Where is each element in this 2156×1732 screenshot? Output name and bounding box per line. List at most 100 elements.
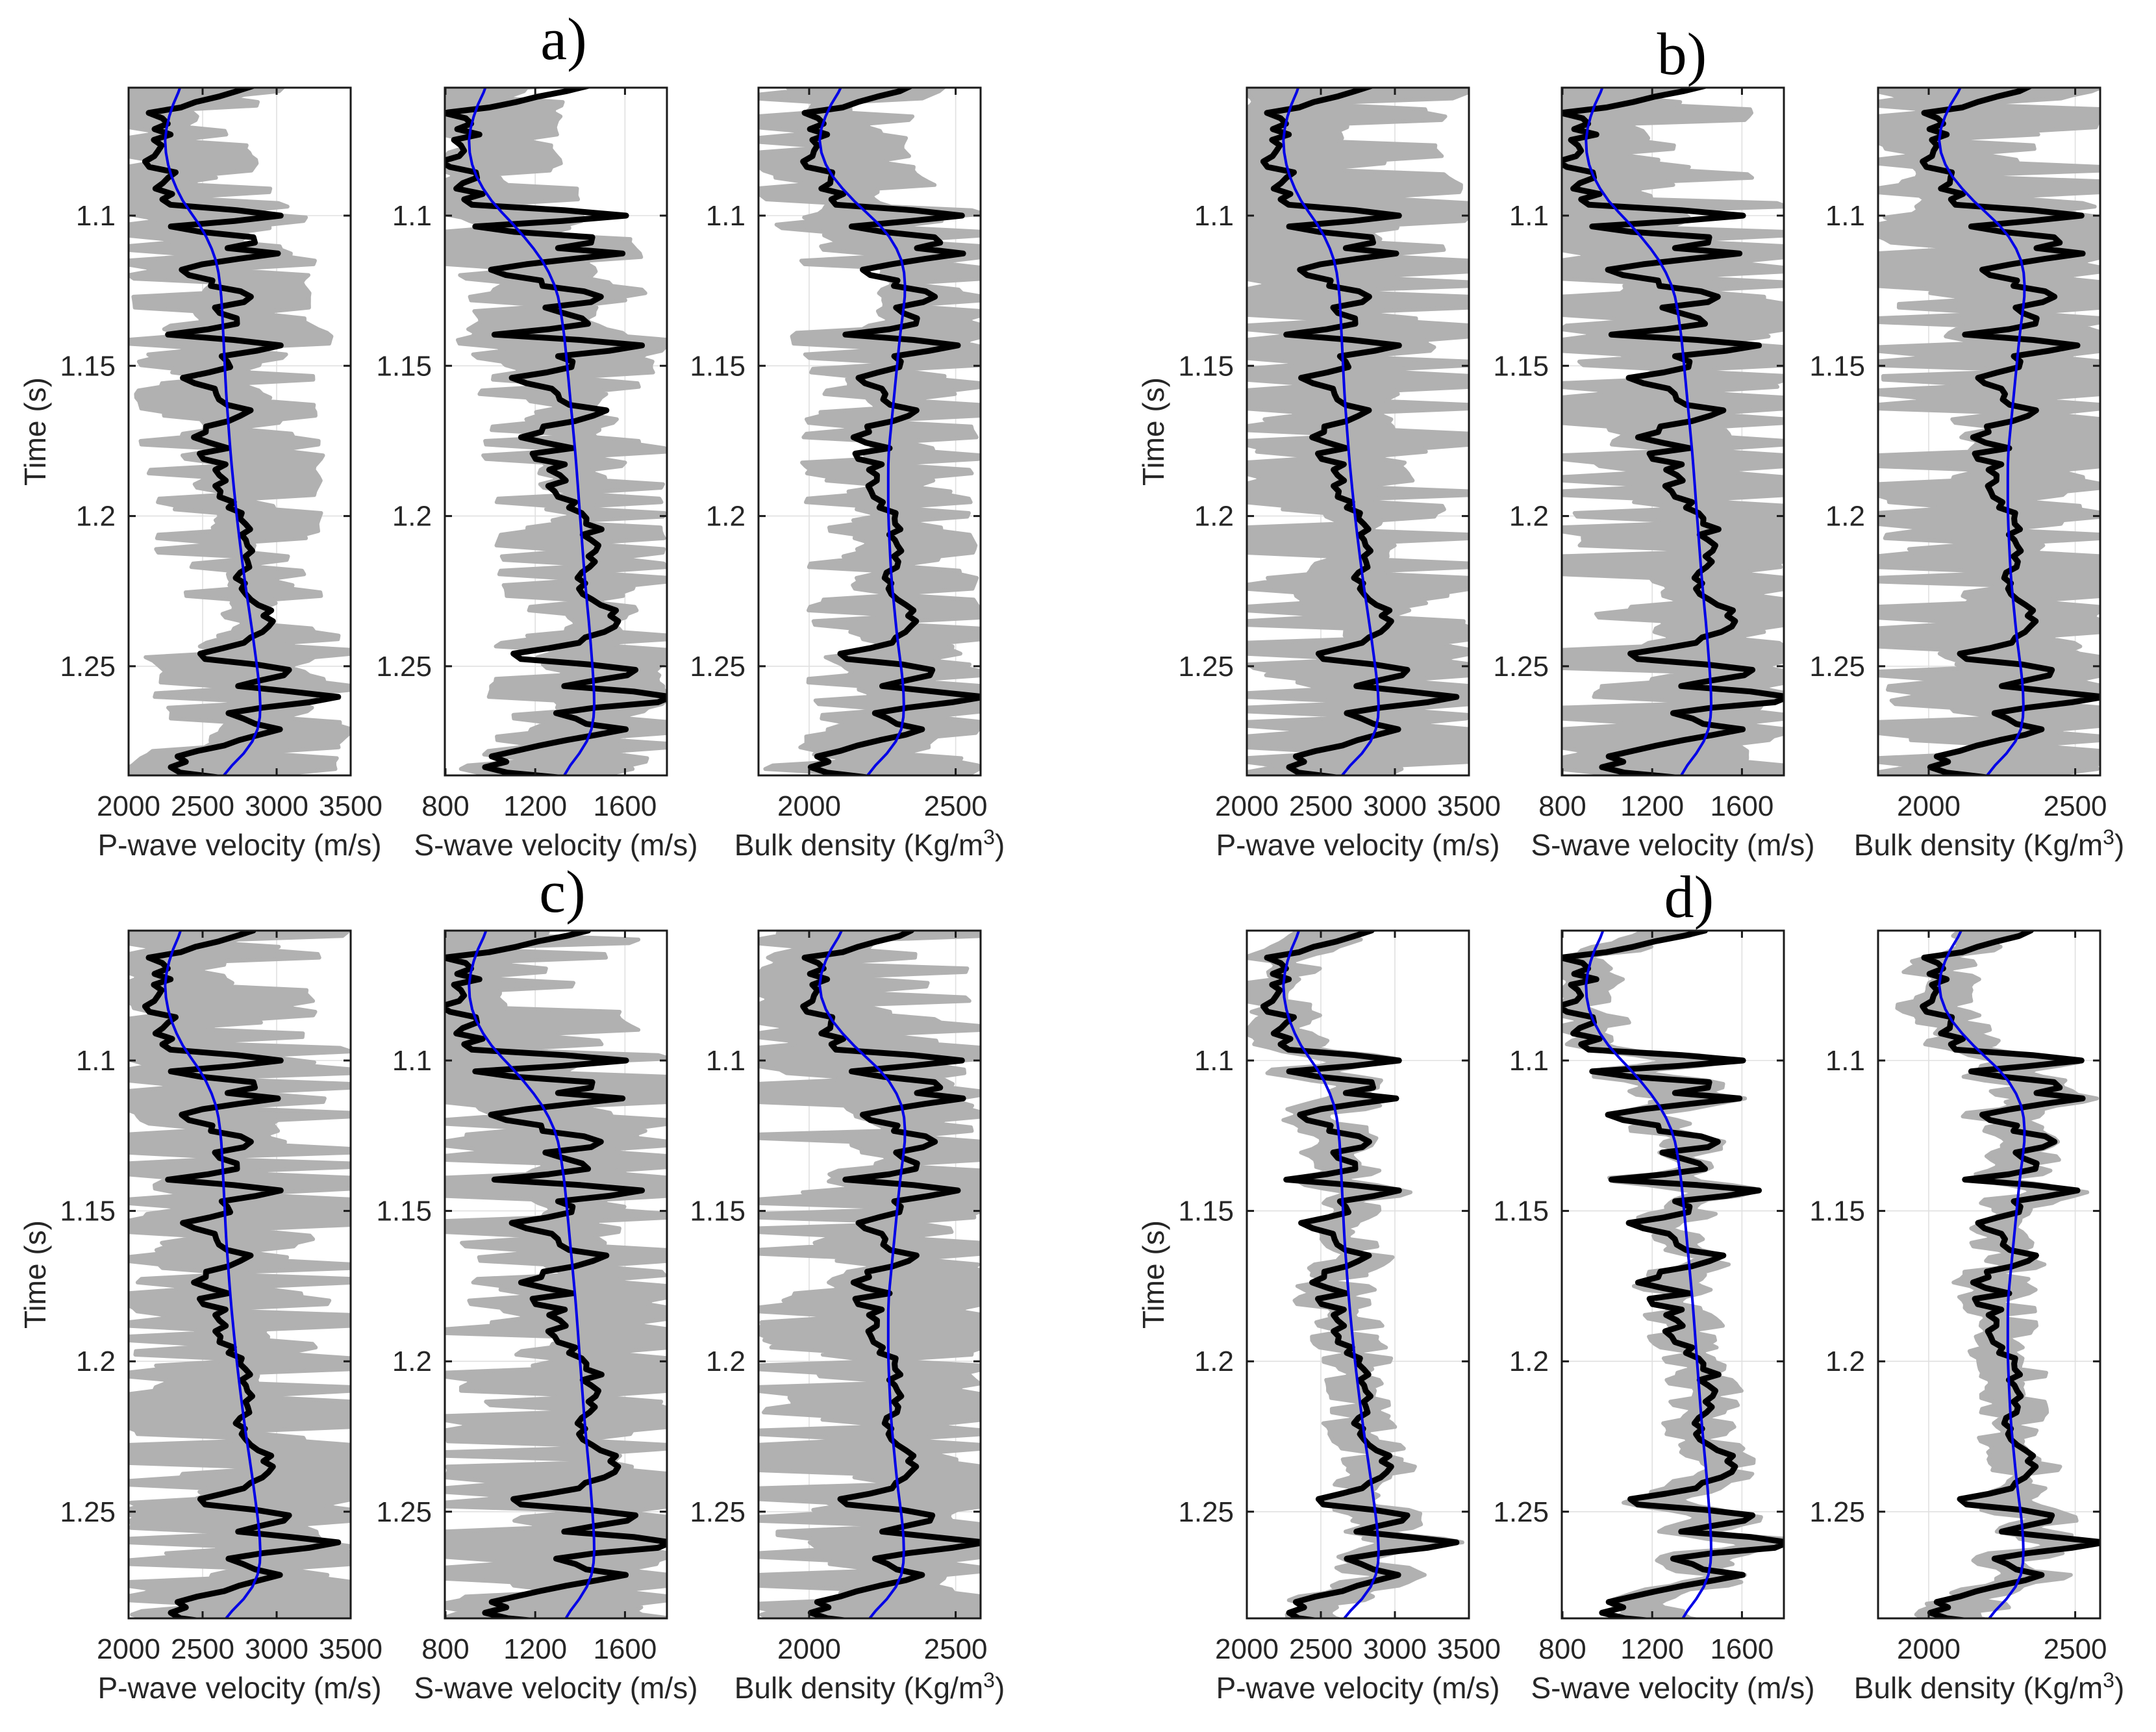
svg-text:3000: 3000	[245, 1633, 308, 1665]
svg-text:1.1: 1.1	[1825, 200, 1865, 232]
svg-text:1600: 1600	[593, 1633, 657, 1665]
svg-text:Time (s): Time (s)	[18, 377, 52, 486]
svg-text:2500: 2500	[924, 790, 988, 822]
svg-text:1.25: 1.25	[1493, 651, 1549, 683]
svg-text:P-wave velocity (m/s): P-wave velocity (m/s)	[1216, 828, 1499, 862]
svg-text:2500: 2500	[1289, 790, 1353, 822]
svg-text:2000: 2000	[1897, 1633, 1961, 1665]
svg-text:800: 800	[1538, 1633, 1586, 1665]
svg-text:2500: 2500	[171, 790, 234, 822]
svg-text:1.25: 1.25	[1809, 1496, 1865, 1528]
svg-text:1.1: 1.1	[76, 1045, 116, 1077]
svg-text:1200: 1200	[503, 1633, 567, 1665]
svg-text:Time (s): Time (s)	[1136, 1220, 1170, 1329]
svg-text:1.25: 1.25	[376, 1496, 432, 1528]
svg-text:1.2: 1.2	[392, 501, 432, 533]
svg-text:1.15: 1.15	[1178, 1196, 1234, 1227]
svg-text:1.1: 1.1	[392, 200, 432, 232]
svg-text:1.25: 1.25	[690, 1496, 746, 1528]
svg-text:1.1: 1.1	[392, 1045, 432, 1077]
svg-text:Time (s): Time (s)	[18, 1220, 52, 1329]
svg-text:1.25: 1.25	[1178, 651, 1234, 683]
svg-text:Bulk density (Kg/m3): Bulk density (Kg/m3)	[1854, 1668, 2125, 1705]
svg-text:2000: 2000	[1215, 790, 1279, 822]
svg-text:Time (s): Time (s)	[1136, 377, 1170, 486]
svg-text:1.15: 1.15	[376, 1196, 432, 1227]
svg-text:1.15: 1.15	[1493, 350, 1549, 382]
svg-text:1600: 1600	[593, 790, 657, 822]
svg-text:c): c)	[539, 859, 585, 925]
svg-text:1.25: 1.25	[60, 651, 116, 683]
svg-text:P-wave velocity (m/s): P-wave velocity (m/s)	[97, 828, 381, 862]
svg-text:1.1: 1.1	[706, 200, 746, 232]
svg-text:2500: 2500	[2044, 1633, 2107, 1665]
svg-text:1.25: 1.25	[60, 1496, 116, 1528]
svg-text:S-wave velocity (m/s): S-wave velocity (m/s)	[1531, 1671, 1814, 1705]
svg-text:1600: 1600	[1710, 790, 1774, 822]
svg-text:1.25: 1.25	[690, 651, 746, 683]
svg-text:1.1: 1.1	[1194, 1045, 1234, 1077]
svg-text:2000: 2000	[97, 1633, 160, 1665]
svg-text:1.2: 1.2	[1194, 501, 1234, 533]
svg-text:1.15: 1.15	[1809, 350, 1865, 382]
svg-text:1.2: 1.2	[76, 501, 116, 533]
svg-text:2000: 2000	[777, 1633, 841, 1665]
svg-text:1600: 1600	[1710, 1633, 1774, 1665]
svg-text:d): d)	[1664, 864, 1714, 930]
svg-text:1.25: 1.25	[1493, 1496, 1549, 1528]
svg-text:1.25: 1.25	[1809, 651, 1865, 683]
svg-text:1.2: 1.2	[706, 1346, 746, 1377]
svg-text:S-wave velocity (m/s): S-wave velocity (m/s)	[414, 1671, 697, 1705]
svg-text:1.15: 1.15	[690, 1196, 746, 1227]
svg-text:1.25: 1.25	[376, 651, 432, 683]
svg-text:1.1: 1.1	[1194, 200, 1234, 232]
svg-text:1.1: 1.1	[1509, 1045, 1549, 1077]
svg-text:1.15: 1.15	[690, 350, 746, 382]
svg-text:1.15: 1.15	[1178, 350, 1234, 382]
svg-text:1.1: 1.1	[1825, 1045, 1865, 1077]
svg-text:1.2: 1.2	[1825, 1346, 1865, 1377]
svg-text:2500: 2500	[1289, 1633, 1353, 1665]
svg-text:800: 800	[421, 1633, 469, 1665]
svg-text:S-wave velocity (m/s): S-wave velocity (m/s)	[1531, 828, 1814, 862]
svg-text:2500: 2500	[2044, 790, 2107, 822]
svg-text:1.2: 1.2	[1509, 1346, 1549, 1377]
svg-text:2500: 2500	[171, 1633, 234, 1665]
svg-text:Bulk density (Kg/m3): Bulk density (Kg/m3)	[734, 1668, 1005, 1705]
svg-text:3500: 3500	[1437, 1633, 1501, 1665]
svg-text:1.1: 1.1	[76, 200, 116, 232]
svg-text:1.25: 1.25	[1178, 1496, 1234, 1528]
svg-text:1.2: 1.2	[392, 1346, 432, 1377]
svg-text:1.2: 1.2	[76, 1346, 116, 1377]
svg-text:1.15: 1.15	[376, 350, 432, 382]
svg-text:1200: 1200	[1620, 790, 1684, 822]
svg-text:3000: 3000	[1363, 1633, 1427, 1665]
svg-text:1.2: 1.2	[1194, 1346, 1234, 1377]
svg-text:Bulk density (Kg/m3): Bulk density (Kg/m3)	[734, 825, 1005, 862]
svg-text:P-wave velocity (m/s): P-wave velocity (m/s)	[1216, 1671, 1499, 1705]
svg-text:1.1: 1.1	[1509, 200, 1549, 232]
svg-text:1.1: 1.1	[706, 1045, 746, 1077]
svg-text:3000: 3000	[245, 790, 308, 822]
svg-text:3000: 3000	[1363, 790, 1427, 822]
svg-text:1200: 1200	[503, 790, 567, 822]
svg-text:800: 800	[1538, 790, 1586, 822]
svg-text:2500: 2500	[924, 1633, 988, 1665]
svg-text:S-wave velocity (m/s): S-wave velocity (m/s)	[414, 828, 697, 862]
svg-text:1.15: 1.15	[1809, 1196, 1865, 1227]
svg-text:P-wave velocity (m/s): P-wave velocity (m/s)	[97, 1671, 381, 1705]
svg-text:1.15: 1.15	[60, 1196, 116, 1227]
svg-text:1.2: 1.2	[1825, 501, 1865, 533]
svg-text:2000: 2000	[1215, 1633, 1279, 1665]
svg-text:Bulk density (Kg/m3): Bulk density (Kg/m3)	[1854, 825, 2125, 862]
svg-text:2000: 2000	[97, 790, 160, 822]
svg-text:b): b)	[1657, 21, 1707, 87]
svg-text:1.15: 1.15	[60, 350, 116, 382]
svg-text:1.2: 1.2	[706, 501, 746, 533]
svg-text:a): a)	[540, 6, 586, 72]
svg-text:2000: 2000	[777, 790, 841, 822]
svg-text:800: 800	[421, 790, 469, 822]
svg-text:1200: 1200	[1620, 1633, 1684, 1665]
svg-text:1.15: 1.15	[1493, 1196, 1549, 1227]
svg-text:1.2: 1.2	[1509, 501, 1549, 533]
